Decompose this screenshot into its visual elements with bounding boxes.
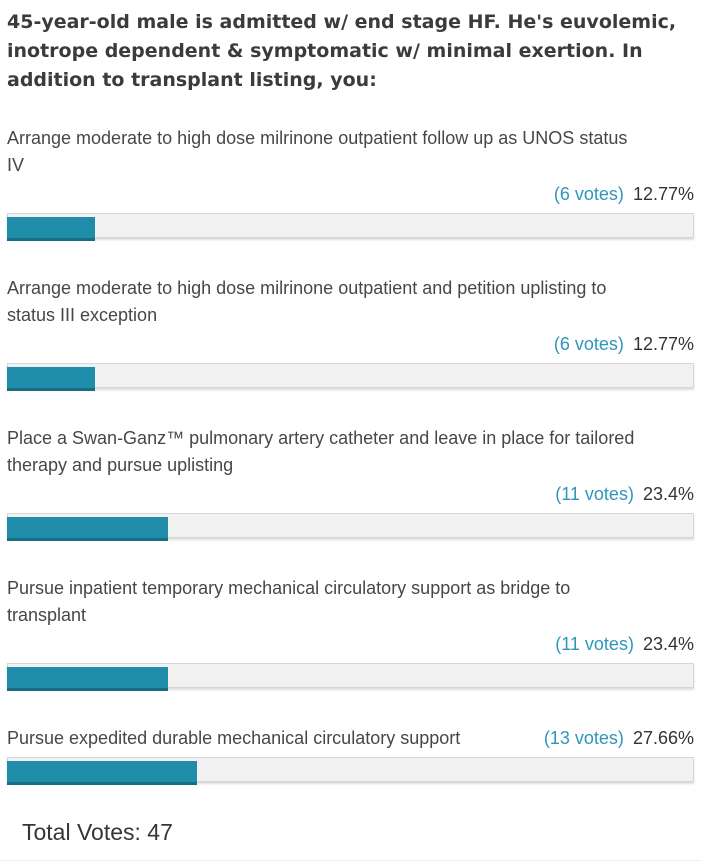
vote-percent: 27.66% <box>632 728 694 748</box>
result-bar-track <box>7 363 694 388</box>
vote-percent: 12.77% <box>632 184 694 204</box>
result-bar <box>7 363 694 396</box>
poll-option-5: Pursue expedited durable mechanical circ… <box>7 725 694 790</box>
option-meta: (6 votes) 12.77% <box>7 181 694 208</box>
result-bar <box>7 213 694 246</box>
vote-count: (11 votes) <box>555 484 634 504</box>
option-meta: (13 votes) 27.66% <box>544 725 694 752</box>
poll-option-4: Pursue inpatient temporary mechanical ci… <box>7 575 694 696</box>
poll-question: 45-year-old male is admitted w/ end stag… <box>7 11 677 91</box>
vote-count: (6 votes) <box>553 334 624 354</box>
vote-percent: 23.4% <box>642 484 694 504</box>
option-text: Pursue inpatient temporary mechanical ci… <box>7 578 571 625</box>
option-row: Pursue expedited durable mechanical circ… <box>7 725 694 752</box>
vote-count: (6 votes) <box>553 184 624 204</box>
total-votes: Total Votes: 47 <box>22 819 173 845</box>
option-text: Arrange moderate to high dose milrinone … <box>7 278 607 325</box>
option-text: Pursue expedited durable mechanical circ… <box>7 728 461 748</box>
result-bar-fill <box>7 367 95 391</box>
result-bar-fill <box>7 667 168 691</box>
option-meta: (6 votes) 12.77% <box>7 331 694 358</box>
option-text: Place a Swan-Ganz™ pulmonary artery cath… <box>7 428 635 475</box>
result-bar <box>7 757 694 790</box>
result-bar-track <box>7 213 694 238</box>
vote-count: (11 votes) <box>555 634 634 654</box>
result-bar-fill <box>7 217 95 241</box>
result-bar-fill <box>7 517 168 541</box>
vote-count: (13 votes) <box>543 728 624 748</box>
option-text: Arrange moderate to high dose milrinone … <box>7 128 628 175</box>
vote-percent: 12.77% <box>632 334 694 354</box>
result-bar-fill <box>7 761 198 785</box>
result-bar <box>7 663 694 696</box>
poll-option-3: Place a Swan-Ganz™ pulmonary artery cath… <box>7 425 694 546</box>
vote-percent: 23.4% <box>642 634 694 654</box>
option-meta: (11 votes) 23.4% <box>7 631 694 658</box>
option-meta: (11 votes) 23.4% <box>7 481 694 508</box>
poll-option-1: Arrange moderate to high dose milrinone … <box>7 125 694 246</box>
poll-option-2: Arrange moderate to high dose milrinone … <box>7 275 694 396</box>
result-bar <box>7 513 694 546</box>
